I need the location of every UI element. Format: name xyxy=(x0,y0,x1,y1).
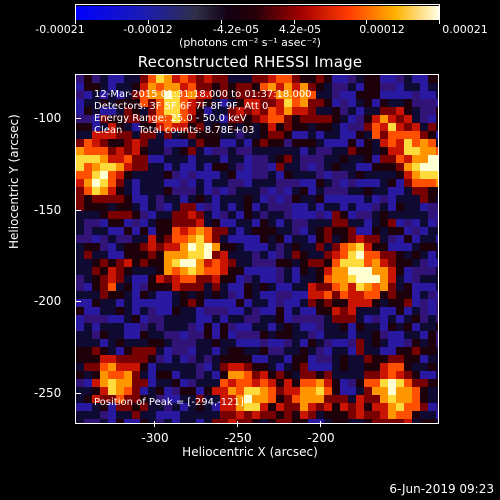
peak-position: Position of Peak = [-294,-121] xyxy=(94,397,244,408)
colorbar-tick-label: -0.00021 xyxy=(35,23,85,36)
y-tick-label: -200 xyxy=(34,294,62,308)
colorbar-gradient xyxy=(76,6,439,20)
colorbar-tick-label: 0.00021 xyxy=(442,23,488,36)
image-plot xyxy=(75,74,439,424)
hxr-image xyxy=(76,75,438,423)
info-energy: Energy Range: 25.0 - 50.0 keV xyxy=(94,113,247,124)
colorbar-tick-label: 0.00012 xyxy=(359,23,405,36)
colorbar-tick-label: 4.2e-05 xyxy=(278,23,322,36)
info-time: 12-Mar-2015 01:31:18.000 to 01:37:18.000 xyxy=(94,89,312,100)
x-axis-label: Heliocentric X (arcsec) xyxy=(182,445,318,459)
x-tick-label: -200 xyxy=(307,431,335,445)
info-algorithm: Clean Total counts: 8.78E+03 xyxy=(94,125,255,136)
y-tick-label: -100 xyxy=(34,111,62,125)
x-tick-label: -250 xyxy=(224,431,252,445)
image-title: Reconstructed RHESSI Image xyxy=(137,53,363,71)
y-tick-label: -250 xyxy=(34,386,62,400)
y-tick-label: -150 xyxy=(34,203,62,217)
x-tick-label: -300 xyxy=(141,431,169,445)
y-axis-label: Heliocentric Y (arcsec) xyxy=(7,114,21,249)
colorbar xyxy=(75,4,440,20)
colorbar-tick-label: -4.2e-05 xyxy=(212,23,260,36)
colorbar-tick-label: -0.00012 xyxy=(123,23,173,36)
timestamp: 6-Jun-2019 09:23 xyxy=(389,482,494,496)
info-detectors: Detectors: 3F 5F 6F 7F 8F 9F, Att 0 xyxy=(94,101,269,112)
colorbar-unit: (photons cm⁻² s⁻¹ asec⁻²) xyxy=(179,36,321,49)
